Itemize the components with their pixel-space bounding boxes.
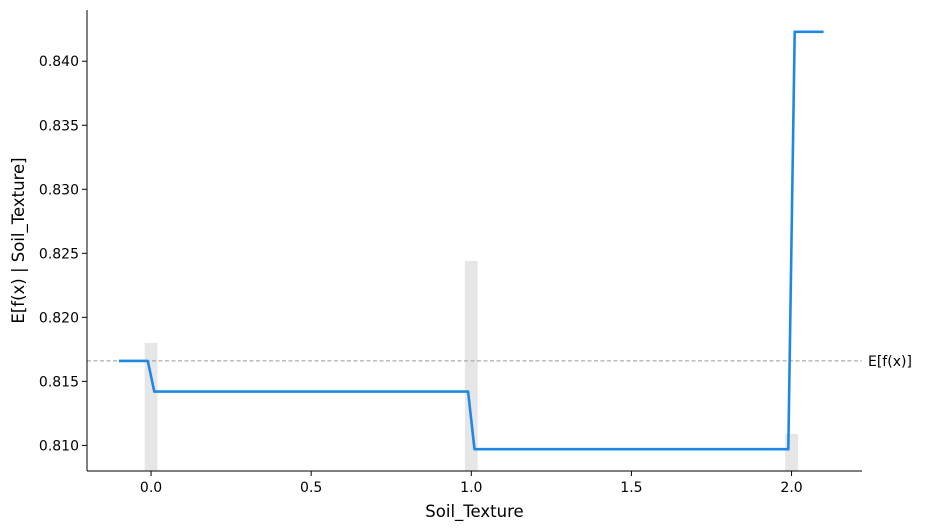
reference-line-group: E[f(x)] bbox=[87, 354, 912, 370]
y-tick-label: 0.810 bbox=[39, 438, 79, 454]
y-tick-label: 0.835 bbox=[39, 118, 79, 134]
x-tick-label: 1.5 bbox=[620, 480, 642, 496]
y-ticks: 0.810 0.815 0.820 0.825 0.830 0.835 0.840 bbox=[39, 54, 87, 454]
histogram-bar bbox=[464, 260, 478, 471]
histogram-bar bbox=[144, 342, 158, 471]
dependence-line bbox=[119, 30, 824, 451]
y-tick-label: 0.840 bbox=[39, 54, 79, 70]
histogram-bar bbox=[785, 433, 798, 471]
histogram-bars bbox=[144, 260, 798, 471]
x-tick-label: 0.0 bbox=[140, 480, 162, 496]
x-tick-label: 1.0 bbox=[460, 480, 482, 496]
y-tick-label: 0.815 bbox=[39, 374, 79, 390]
x-axis-label: Soil_Texture bbox=[425, 502, 523, 522]
expected-value-label: E[f(x)] bbox=[868, 354, 912, 370]
axes bbox=[86, 10, 862, 472]
y-tick-label: 0.825 bbox=[39, 246, 79, 262]
y-tick-label: 0.830 bbox=[39, 182, 79, 198]
y-tick-label: 0.820 bbox=[39, 310, 79, 326]
x-tick-label: 0.5 bbox=[300, 480, 322, 496]
dependence-line-group bbox=[119, 30, 824, 451]
x-ticks: 0.0 0.5 1.0 1.5 2.0 bbox=[140, 471, 803, 496]
x-tick-label: 2.0 bbox=[780, 480, 802, 496]
y-axis-label: E[f(x) | Soil_Texture] bbox=[9, 157, 29, 323]
